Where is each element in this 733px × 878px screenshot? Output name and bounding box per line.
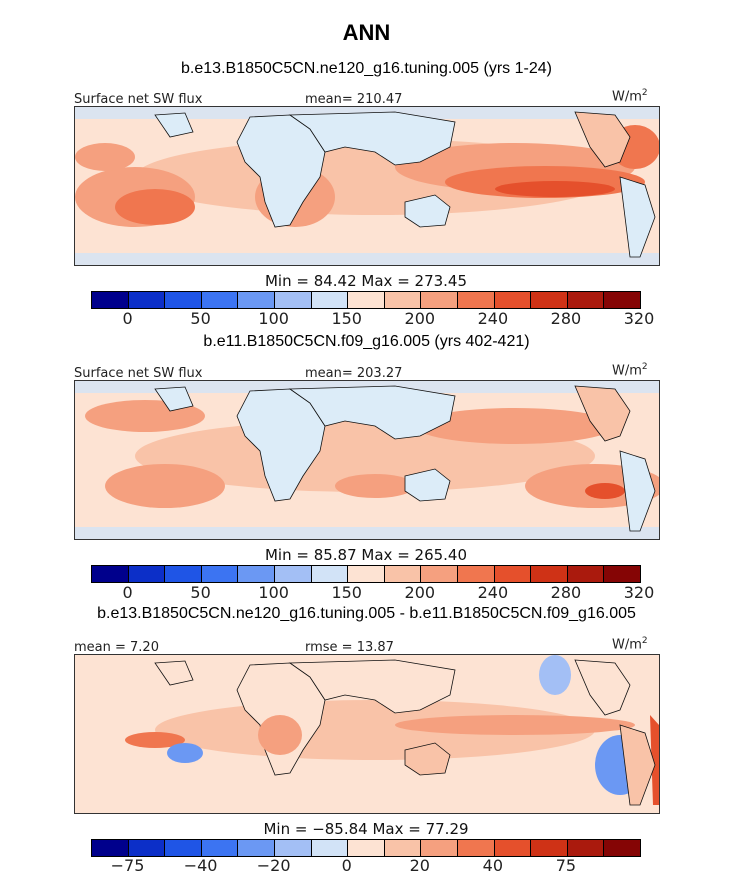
colorbar-swatch: [238, 292, 275, 308]
colorbar-swatch: [201, 292, 239, 308]
colorbar-tick-label: 200: [404, 583, 436, 602]
colorbar-tick-label: −75: [110, 856, 145, 875]
colorbar-tick-label: 20: [409, 856, 430, 875]
colorbar-swatch: [457, 292, 495, 308]
colorbar-swatch: [567, 566, 605, 582]
colorbar-swatch: [604, 566, 640, 582]
panel2-units: W/m2: [612, 362, 648, 379]
panel1-colorbar: [91, 291, 641, 309]
colorbar-swatch: [348, 840, 385, 856]
panel1-case-title: b.e13.B1850C5CN.ne120_g16.tuning.005 (yr…: [181, 60, 552, 77]
figure-title: ANN: [342, 20, 391, 45]
colorbar-tick-label: 100: [258, 583, 289, 602]
colorbar-swatch: [274, 566, 312, 582]
colorbar-swatch: [348, 292, 385, 308]
colorbar-tick-label: −20: [256, 856, 291, 875]
colorbar-swatch: [311, 292, 349, 308]
colorbar-tick-label: 40: [482, 856, 504, 875]
colorbar-swatch: [128, 840, 166, 856]
colorbar-swatch: [165, 566, 202, 582]
panel3-case-title: b.e13.B1850C5CN.ne120_g16.tuning.005 - b…: [97, 605, 636, 622]
panel3-colorbar-ticks: −75 −40 −20 0 20 40 75: [91, 856, 639, 876]
colorbar-tick-label: 0: [122, 583, 133, 602]
colorbar-swatch: [494, 840, 532, 856]
colorbar-tick-label: 320: [623, 583, 655, 602]
colorbar-swatch: [92, 566, 129, 582]
colorbar-swatch: [457, 840, 495, 856]
colorbar-swatch: [201, 566, 239, 582]
colorbar-tick-label: 100: [258, 309, 289, 328]
colorbar-tick-label: 280: [550, 309, 582, 328]
colorbar-swatch: [165, 292, 202, 308]
panel3-units: W/m2: [612, 636, 648, 653]
colorbar-swatch: [457, 566, 495, 582]
colorbar-tick-label: 200: [404, 309, 436, 328]
panel1-variable-label: Surface net SW flux: [74, 92, 203, 107]
panel2-minmax: Min = 85.87 Max = 265.40: [264, 546, 468, 564]
colorbar-swatch: [531, 566, 568, 582]
colorbar-swatch: [238, 840, 275, 856]
panel1-colorbar-ticks: 0 50 100 150 200 240 280 320: [91, 309, 654, 329]
colorbar-tick-label: 150: [331, 583, 362, 602]
colorbar-swatch: [274, 840, 312, 856]
colorbar-swatch: [92, 292, 129, 308]
panel1-map: [74, 106, 660, 266]
colorbar-swatch: [421, 840, 458, 856]
colorbar-tick-label: 50: [190, 583, 211, 602]
colorbar-swatch: [494, 566, 532, 582]
panel2-mean-label: mean= 203.27: [305, 366, 403, 381]
panel3-mean-label: mean = 7.20: [74, 640, 159, 655]
panel2-variable-label: Surface net SW flux: [74, 366, 203, 381]
colorbar-swatch: [567, 840, 605, 856]
colorbar-tick-label: 0: [341, 856, 352, 875]
panel3-minmax: Min = −85.84 Max = 77.29: [263, 820, 469, 838]
colorbar-swatch: [531, 840, 568, 856]
colorbar-tick-label: 320: [623, 309, 655, 328]
colorbar-swatch: [421, 566, 458, 582]
panel1-minmax: Min = 84.42 Max = 273.45: [264, 272, 468, 290]
colorbar-swatch: [384, 566, 422, 582]
panel1-mean-label: mean= 210.47: [305, 92, 403, 107]
colorbar-swatch: [311, 840, 349, 856]
colorbar-swatch: [384, 292, 422, 308]
colorbar-swatch: [165, 840, 202, 856]
colorbar-swatch: [128, 292, 166, 308]
colorbar-tick-label: 240: [477, 309, 509, 328]
colorbar-swatch: [274, 292, 312, 308]
colorbar-tick-label: 75: [555, 856, 577, 875]
panel3-map: [74, 654, 660, 814]
colorbar-swatch: [348, 566, 385, 582]
colorbar-tick-label: 150: [331, 309, 362, 328]
panel2-colorbar-ticks: 0 50 100 150 200 240 280 320: [91, 583, 654, 603]
colorbar-tick-label: 240: [477, 583, 509, 602]
colorbar-swatch: [238, 566, 275, 582]
panel3-colorbar: [91, 839, 641, 857]
colorbar-swatch: [567, 292, 605, 308]
colorbar-tick-label: −40: [183, 856, 218, 875]
panel2-case-title: b.e11.B1850C5CN.f09_g16.005 (yrs 402-421…: [203, 333, 530, 350]
colorbar-tick-label: 0: [122, 309, 133, 328]
colorbar-swatch: [604, 292, 640, 308]
colorbar-swatch: [384, 840, 422, 856]
colorbar-tick-label: 280: [550, 583, 582, 602]
colorbar-swatch: [421, 292, 458, 308]
panel2-map: [74, 380, 660, 540]
colorbar-swatch: [531, 292, 568, 308]
colorbar-swatch: [494, 292, 532, 308]
colorbar-swatch: [604, 840, 640, 856]
colorbar-swatch: [201, 840, 239, 856]
colorbar-swatch: [311, 566, 349, 582]
panel3-rmse-label: rmse = 13.87: [305, 640, 394, 655]
panel1-units: W/m2: [612, 88, 648, 105]
panel2-colorbar: [91, 565, 641, 583]
colorbar-swatch: [92, 840, 129, 856]
colorbar-swatch: [128, 566, 166, 582]
colorbar-tick-label: 50: [190, 309, 211, 328]
